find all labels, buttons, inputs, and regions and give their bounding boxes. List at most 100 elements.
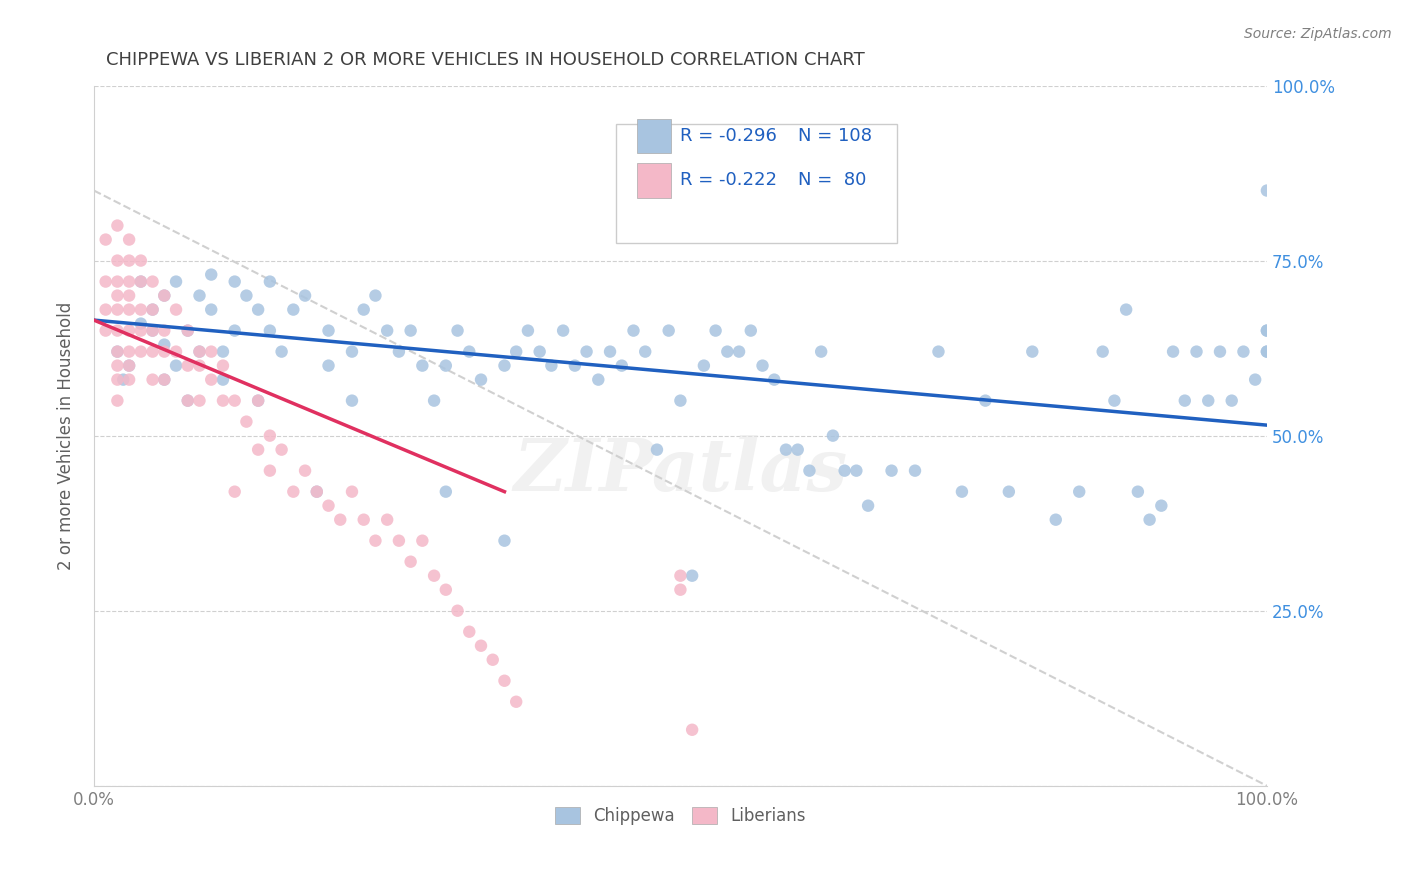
Point [105,373,128,387]
Point [458,624,481,639]
Point [1045,513,1067,527]
Point [318,499,340,513]
Point [494,533,516,548]
Point [105,219,128,233]
Point [494,673,516,688]
Point [728,344,751,359]
Point [340,344,363,359]
Point [470,373,492,387]
Point [856,499,879,513]
Point [494,359,516,373]
Point [235,288,257,302]
Point [247,393,270,408]
Text: ZIPatlas: ZIPatlas [513,435,848,506]
Point [1174,393,1197,408]
Point [505,344,527,359]
Point [129,344,152,359]
Point [105,344,128,359]
Point [634,344,657,359]
Point [118,253,141,268]
Point [118,275,141,289]
Point [259,428,281,442]
Point [340,393,363,408]
Point [1256,324,1278,338]
Point [153,288,176,302]
Point [94,233,117,247]
Point [799,464,821,478]
Point [740,324,762,338]
Point [212,393,235,408]
Point [112,373,135,387]
Point [105,253,128,268]
Point [434,484,457,499]
Point [305,484,328,499]
Point [118,344,141,359]
Point [142,324,165,338]
Point [1069,484,1091,499]
Point [1256,184,1278,198]
Point [212,373,235,387]
Point [658,324,681,338]
Point [411,533,433,548]
Point [283,484,305,499]
Point [564,359,586,373]
Point [294,288,316,302]
Point [224,393,246,408]
Point [516,324,538,338]
Point [1256,324,1278,338]
Point [224,324,246,338]
Point [247,302,270,317]
Point [1197,393,1219,408]
Point [177,359,200,373]
Point [118,359,141,373]
Point [105,324,128,338]
Point [904,464,927,478]
Point [340,484,363,499]
Point [645,442,668,457]
Point [259,275,281,289]
Point [305,484,328,499]
Point [247,442,270,457]
Point [188,288,211,302]
Point [188,359,211,373]
Point [142,344,165,359]
Point [177,324,200,338]
FancyBboxPatch shape [637,120,671,153]
Point [529,344,551,359]
Point [270,344,292,359]
Point [775,442,797,457]
FancyBboxPatch shape [637,163,671,197]
Point [446,324,468,338]
Point [153,288,176,302]
Point [270,442,292,457]
Point [129,302,152,317]
Point [834,464,856,478]
Point [105,344,128,359]
Point [364,288,387,302]
Point [94,275,117,289]
Point [1104,393,1126,408]
Point [423,393,446,408]
Text: CHIPPEWA VS LIBERIAN 2 OR MORE VEHICLES IN HOUSEHOLD CORRELATION CHART: CHIPPEWA VS LIBERIAN 2 OR MORE VEHICLES … [105,51,865,69]
Point [1150,499,1173,513]
Point [399,324,422,338]
Text: R = -0.296: R = -0.296 [681,127,778,145]
Point [259,324,281,338]
Point [259,464,281,478]
Point [434,359,457,373]
Point [1161,344,1184,359]
Point [200,268,222,282]
Point [669,568,692,582]
Point [540,359,562,373]
Point [329,513,352,527]
Point [129,324,152,338]
Point [399,555,422,569]
Legend: Chippewa, Liberians: Chippewa, Liberians [547,798,814,833]
Point [105,359,128,373]
Point [212,359,235,373]
Point [1220,393,1243,408]
Point [388,533,411,548]
Point [553,324,575,338]
Point [153,373,176,387]
Point [177,324,200,338]
